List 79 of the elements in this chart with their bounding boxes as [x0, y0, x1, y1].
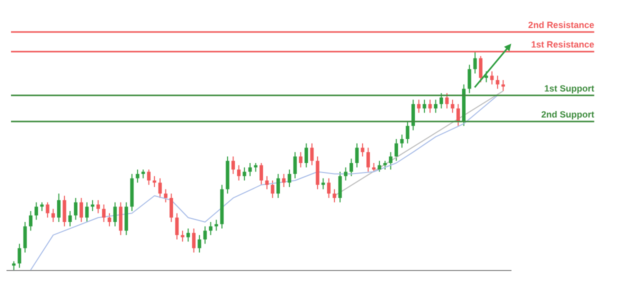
candlestick — [288, 169, 292, 188]
candlestick — [175, 212, 179, 240]
candlestick — [68, 210, 72, 227]
candlestick — [298, 152, 302, 168]
candlestick — [214, 219, 218, 232]
candlestick — [113, 202, 117, 227]
candlestick — [417, 99, 421, 114]
candlestick — [152, 176, 156, 188]
candlestick — [321, 178, 325, 190]
candlestick — [231, 156, 235, 174]
candlestick — [136, 169, 140, 184]
candlestick — [484, 70, 488, 83]
candlestick — [355, 142, 359, 168]
candlestick — [344, 166, 348, 181]
ref-line-label: 1st Support — [544, 83, 594, 94]
candlestick — [276, 173, 280, 198]
candlestick — [23, 221, 27, 254]
candlestick — [80, 197, 84, 222]
candlestick — [237, 164, 241, 181]
candlestick — [428, 99, 432, 114]
candlestick — [260, 162, 264, 186]
candlestick — [57, 193, 61, 222]
candlestick — [478, 56, 482, 83]
candlestick — [490, 70, 494, 85]
candlestick — [360, 142, 364, 157]
candlestick — [332, 188, 336, 203]
candlestick — [394, 138, 398, 162]
candlestick — [440, 92, 444, 109]
candlestick — [350, 158, 354, 177]
candlestick — [406, 121, 410, 144]
candlestick — [310, 142, 314, 166]
candlestick — [147, 169, 151, 186]
candlestick — [198, 234, 202, 254]
candlestick — [18, 243, 22, 268]
candlestick — [28, 210, 32, 232]
candlestick — [170, 193, 174, 222]
ref-line-label: 1st Resistance — [531, 40, 594, 50]
candlestick — [338, 171, 342, 203]
candlestick — [34, 202, 38, 220]
candlestick — [180, 230, 184, 242]
candlestick — [378, 160, 382, 172]
candlestick — [450, 99, 454, 114]
candlestick — [473, 51, 477, 74]
ref-line-label: 2nd Resistance — [528, 20, 594, 30]
candlestick — [422, 99, 426, 114]
candlestick — [208, 221, 212, 236]
candlestick — [242, 166, 246, 181]
candlestick — [411, 99, 415, 131]
candlestick — [203, 226, 207, 244]
candlestick — [366, 147, 370, 172]
candlestick — [108, 212, 112, 227]
candlestick — [445, 92, 449, 109]
candlestick — [62, 195, 66, 227]
candlestick — [74, 197, 78, 220]
candlestick — [468, 64, 472, 94]
candlestick — [400, 134, 404, 148]
candlestick — [304, 142, 308, 168]
candlestick — [158, 178, 162, 198]
ref-line-label: 2nd Support — [541, 110, 594, 120]
candlestick — [186, 228, 190, 242]
candlestick — [90, 200, 94, 212]
candlestick — [85, 202, 89, 222]
candlestick — [96, 200, 100, 214]
candlestick — [456, 104, 460, 126]
candlestick — [293, 152, 297, 179]
candlestick — [496, 75, 500, 90]
candlestick — [248, 162, 252, 177]
candlestick — [434, 99, 438, 114]
candlestick — [192, 228, 196, 254]
candlestick — [501, 80, 505, 92]
candlestick — [51, 208, 55, 222]
candlestick — [102, 204, 106, 222]
candlestick — [164, 188, 168, 203]
candlestick — [282, 173, 286, 188]
candlestick — [46, 202, 50, 218]
candlestick — [265, 176, 269, 190]
candlestick — [388, 152, 392, 170]
candlestick — [270, 180, 274, 198]
candlestick — [327, 178, 331, 198]
